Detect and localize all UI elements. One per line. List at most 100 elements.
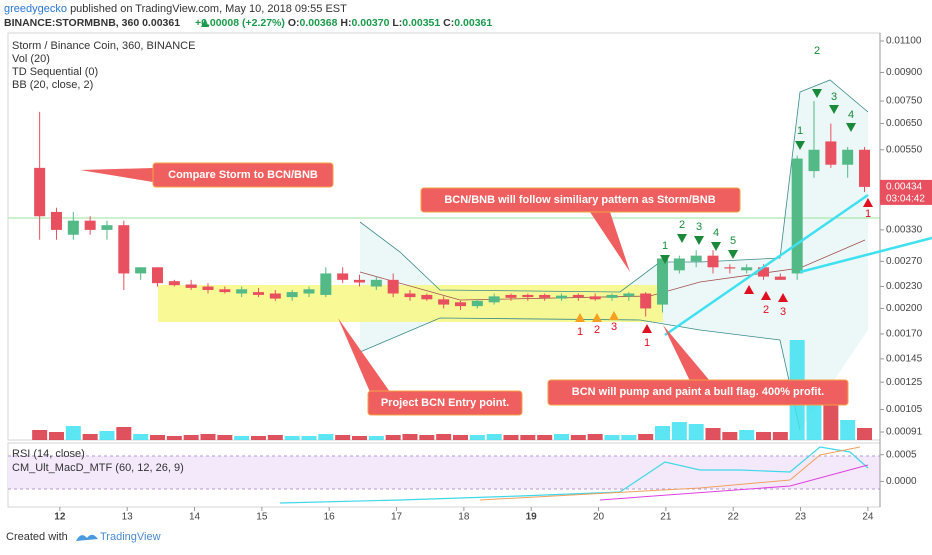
y-tick-label: 0.00750 (886, 96, 923, 107)
td-triangles (660, 89, 856, 264)
candle-body (623, 293, 635, 297)
up-arrow (201, 19, 209, 27)
candle-body (135, 267, 147, 274)
candle-body (724, 267, 736, 269)
td-triangles (642, 198, 873, 333)
brand: TradingView (100, 531, 161, 543)
volume-bar (756, 432, 772, 440)
td-count: 2 (814, 45, 820, 57)
trend-line (799, 236, 932, 274)
volume-bar (116, 427, 132, 440)
volume-bar (486, 434, 502, 440)
candle-body (404, 293, 416, 298)
volume-bar (436, 434, 452, 440)
overlays: Compare Storm to BCN/BNB BCN/BNB will fo… (80, 162, 932, 416)
header: greedygecko published on TradingView.com… (4, 3, 492, 29)
volume-bar (149, 435, 165, 440)
volume-bar (671, 422, 687, 440)
y-tick-label: 0.00270 (886, 256, 923, 267)
y-tick-label: 0.00650 (886, 118, 923, 129)
candle-body (673, 258, 685, 271)
volume-bar (301, 436, 317, 440)
td-count: 1 (797, 125, 803, 137)
volume-bar (621, 435, 637, 440)
legend-item: Storm / Binance Coin, 360, BINANCE (12, 40, 195, 52)
author: greedygecko (4, 3, 67, 15)
candle-body (539, 294, 551, 298)
change: +0.00008 (+2.27%) (195, 17, 285, 29)
volume-bar (183, 435, 199, 440)
volume-bar (284, 436, 300, 440)
volume-bar (655, 426, 671, 440)
x-tick-label: 13 (122, 512, 134, 523)
header-line: greedygecko published on TradingView.com… (4, 3, 347, 15)
x-tick-label: 15 (256, 512, 268, 523)
y-tick-label: 0.00200 (886, 303, 923, 314)
volume-bar (772, 432, 788, 440)
candle-body (421, 294, 433, 300)
td-triangle (642, 324, 652, 333)
candle-body (236, 289, 248, 294)
marks: 0.01100 0.00900 0.00750 0.00650 0.00550 0.003… (32, 33, 932, 523)
macd-line (479, 446, 861, 501)
candle-body (34, 167, 46, 217)
candle-body (337, 273, 349, 280)
volume-bar (385, 435, 401, 440)
td-triangle (846, 123, 856, 132)
candle-body (488, 296, 500, 303)
volume-bar (234, 436, 250, 440)
callout (420, 187, 741, 213)
volume-bar (217, 435, 233, 440)
volume-bar (587, 434, 603, 440)
td-triangle (609, 311, 619, 320)
bollinger-basis (359, 239, 866, 301)
volume-bar (604, 435, 620, 440)
volume-bar (570, 435, 586, 440)
annotation: BCN will pump and paint a bull flag. 400… (572, 386, 824, 398)
low: 0.00351 (402, 17, 440, 29)
annotation: Compare Storm to BCN/BNB (168, 169, 318, 181)
volume-bar (402, 434, 418, 440)
header-line: BINANCE:STORMBNB, 360 0.00361 +0.00008 (… (4, 17, 492, 29)
candle-body (505, 294, 517, 298)
td-count: 1 (644, 337, 650, 349)
volume-bar (99, 431, 115, 440)
candle-body (387, 279, 399, 294)
x-tick-label: 24 (862, 512, 874, 523)
td-count: 4 (713, 227, 719, 239)
volume-bar (368, 436, 384, 440)
legend-item: BB (20, close, 2) (12, 79, 93, 91)
y-tick-label: 0.00230 (886, 281, 923, 292)
main-pane (7, 32, 881, 441)
candle-body (118, 225, 130, 274)
logo (76, 534, 98, 541)
candle-body (252, 292, 264, 295)
td-count: 1 (865, 208, 871, 220)
candle-body (320, 273, 332, 295)
td-triangle (795, 141, 805, 150)
candle-body (269, 293, 281, 299)
x-tick-label: 23 (795, 512, 807, 523)
x-tick-label: 16 (324, 512, 336, 523)
callout (367, 390, 523, 416)
volume-bar (638, 434, 654, 440)
x-tick-label: 20 (593, 512, 605, 523)
symbol: BINANCE:STORMBNB, 360 (4, 17, 139, 29)
volume-bar (520, 435, 536, 440)
candle-body (438, 299, 450, 305)
volume-bar (739, 430, 755, 440)
candle-body (774, 276, 786, 280)
td-triangle (677, 234, 687, 243)
td-count: 3 (696, 221, 702, 233)
x-tick-label: 14 (189, 512, 201, 523)
candle-body (303, 289, 315, 294)
legend-item: CM_Ult_MacD_MTF (60, 12, 26, 9) (12, 462, 184, 474)
legend-item: TD Sequential (0) (12, 66, 98, 78)
td-triangle (694, 236, 704, 245)
y-tick-label: 0.01100 (886, 36, 922, 47)
td-triangles (575, 311, 619, 322)
legend-item: RSI (14, close) (12, 448, 85, 460)
candle-body (522, 294, 534, 298)
h-label: H: (340, 17, 351, 29)
